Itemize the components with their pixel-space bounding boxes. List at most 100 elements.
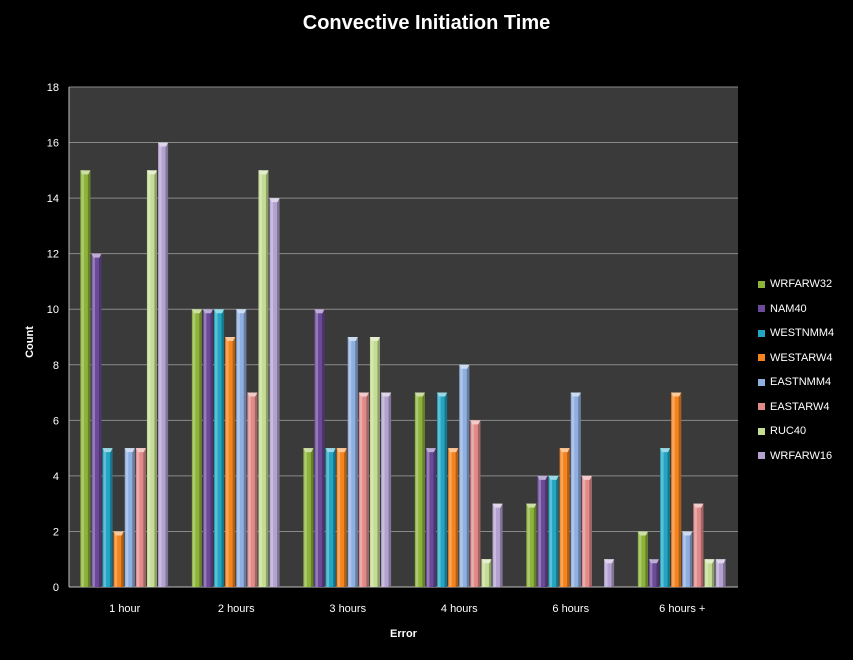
bar-highlight <box>449 448 452 587</box>
bar-cap <box>269 198 280 203</box>
bar-highlight <box>549 475 553 587</box>
bar-shadow <box>265 170 269 588</box>
bar-shadow <box>689 531 693 587</box>
bar-cap <box>492 503 503 508</box>
bar-shadow <box>567 448 570 587</box>
legend-swatch <box>758 378 765 386</box>
bar-highlight <box>672 392 675 587</box>
bar <box>559 448 570 587</box>
bar <box>225 337 236 587</box>
bar-highlight <box>304 448 307 587</box>
bar <box>325 448 336 587</box>
bar-highlight <box>192 309 196 587</box>
bar <box>448 448 459 587</box>
bar <box>715 559 726 587</box>
bar-shadow <box>667 448 671 587</box>
bar-cap <box>715 559 726 564</box>
bar-highlight <box>661 448 664 587</box>
bar-cap <box>135 448 146 453</box>
bar-cap <box>648 559 659 564</box>
bar <box>102 448 113 587</box>
legend-swatch <box>758 354 765 362</box>
bar-body <box>314 309 325 587</box>
bar-body <box>548 475 559 587</box>
bar-highlight <box>248 392 251 587</box>
bar-shadow <box>645 531 648 587</box>
bar <box>682 531 693 587</box>
bar-highlight <box>705 559 708 587</box>
bar-shadow <box>656 559 659 587</box>
bar-highlight <box>159 142 162 588</box>
bar-body <box>648 559 659 587</box>
legend-label: RUC40 <box>770 425 807 438</box>
bar-highlight <box>337 448 341 587</box>
bar-cap <box>258 170 269 175</box>
y-axis-title: Count <box>24 326 36 358</box>
bar-body <box>325 448 336 587</box>
bar-body <box>637 531 648 587</box>
bar-shadow <box>355 337 358 587</box>
bar-highlight <box>571 392 575 587</box>
bar-body <box>437 392 448 587</box>
legend-label: EASTNMM4 <box>770 376 832 389</box>
bar-cap <box>158 142 169 147</box>
legend-label: WESTNMM4 <box>770 327 835 340</box>
bar-highlight <box>527 503 530 587</box>
bar-cap <box>414 392 425 397</box>
bar-body <box>358 392 369 587</box>
y-tick-label: 18 <box>47 82 59 94</box>
bar-shadow <box>466 364 470 587</box>
bar-shadow <box>232 337 236 587</box>
bar-shadow <box>210 309 213 587</box>
x-tick-label: 6 hours <box>552 603 589 615</box>
bar-highlight <box>438 392 441 587</box>
bar-cap <box>459 364 470 369</box>
bar-cap <box>113 531 124 536</box>
bar-cap <box>80 170 91 175</box>
bar-highlight <box>326 448 330 587</box>
bar <box>124 448 135 587</box>
bar-body <box>459 364 470 587</box>
bar-cap <box>303 448 314 453</box>
bar-shadow <box>500 503 503 587</box>
bar <box>247 392 258 587</box>
bar-cap <box>526 503 537 508</box>
bar-shadow <box>154 170 157 588</box>
y-tick-label: 4 <box>53 471 59 483</box>
bar-shadow <box>87 170 91 588</box>
bar-body <box>671 392 682 587</box>
bar-body <box>102 448 113 587</box>
bar-shadow <box>110 448 113 587</box>
bar-shadow <box>611 559 615 587</box>
bar-cap <box>537 475 548 480</box>
bar-body <box>202 309 213 587</box>
x-tick-label: 6 hours + <box>659 603 705 615</box>
legend-swatch <box>758 403 765 411</box>
bar <box>581 475 592 587</box>
bar-cap <box>236 309 247 314</box>
bar-cap <box>448 448 459 453</box>
bar-body <box>146 170 157 588</box>
bar-highlight <box>582 475 586 587</box>
bar <box>113 531 124 587</box>
bar-highlight <box>81 170 84 588</box>
bar <box>158 142 169 588</box>
bar-shadow <box>366 392 369 587</box>
legend-label: EASTARW4 <box>770 400 830 413</box>
bar <box>526 503 537 587</box>
bar-body <box>124 448 135 587</box>
y-tick-label: 8 <box>53 360 59 372</box>
x-tick-label: 1 hour <box>109 603 141 615</box>
bar-shadow <box>544 475 548 587</box>
legend-swatch <box>758 452 765 460</box>
bar-shadow <box>422 392 425 587</box>
bar-highlight <box>125 448 129 587</box>
bar-shadow <box>254 392 258 587</box>
bar-shadow <box>578 392 581 587</box>
bar-shadow <box>321 309 325 587</box>
bar <box>146 170 157 588</box>
bar-body <box>214 309 225 587</box>
bar <box>135 448 146 587</box>
bar-shadow <box>243 309 247 587</box>
bar-shadow <box>723 559 726 587</box>
